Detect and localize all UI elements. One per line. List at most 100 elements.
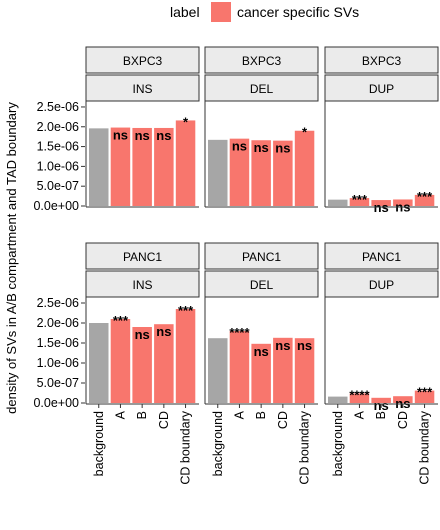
bar xyxy=(110,319,131,403)
bar xyxy=(393,199,413,206)
significance-label: ns xyxy=(297,338,312,353)
bar xyxy=(273,140,293,206)
facet-strip-sv-type xyxy=(324,74,439,102)
facet-strip-sv-type xyxy=(204,270,319,298)
x-tick-label: background xyxy=(92,411,106,476)
y-tick-label: 1.5e-06 xyxy=(37,336,79,350)
bar xyxy=(371,200,391,206)
facet-strip-cell-line-label: BXPC3 xyxy=(362,54,402,68)
facet-strip-sv-type-label: INS xyxy=(132,278,152,292)
y-tick-label: 5.0e-07 xyxy=(37,179,79,193)
x-tick-label: CD boundary xyxy=(418,410,432,484)
facet-strip-sv-type-label: DUP xyxy=(369,278,394,292)
bar xyxy=(251,140,271,206)
facet-strip-cell-line-label: BXPC3 xyxy=(242,54,282,68)
significance-label: **** xyxy=(349,387,370,402)
x-tick-label: A xyxy=(113,410,127,419)
significance-label: ns xyxy=(113,128,128,143)
bar xyxy=(229,138,250,206)
facet-strip-cell-line xyxy=(85,46,200,74)
facet-strip-sv-type-label: DEL xyxy=(250,82,274,96)
bar xyxy=(154,127,174,206)
x-tick-label: B xyxy=(254,411,268,419)
significance-label: ns xyxy=(254,344,269,359)
facet-strip-cell-line xyxy=(204,46,319,74)
x-tick-label: A xyxy=(352,410,366,419)
facet-panels: 2.5e-06 2.0e-06 1.5e-06 1.0e-06 5.0e-07 0.0e+… xyxy=(33,46,439,485)
facet-strip-cell-line-label: PANC1 xyxy=(362,250,401,264)
significance-label: *** xyxy=(352,192,368,207)
legend: label cancer specific SVs xyxy=(170,2,359,22)
significance-label: * xyxy=(302,125,308,140)
x-tick-label: background xyxy=(331,411,345,476)
significance-label: ns xyxy=(374,200,389,215)
significance-label: *** xyxy=(178,303,194,318)
significance-label: *** xyxy=(113,313,129,328)
significance-label: *** xyxy=(417,189,433,204)
facet-strip-cell-line xyxy=(204,242,319,270)
facet-strip-sv-type xyxy=(204,74,319,102)
y-tick-label: 0.0e+00 xyxy=(33,199,79,213)
x-tick-label: CD xyxy=(276,411,290,429)
bar xyxy=(294,130,315,206)
bar xyxy=(393,396,413,403)
bar xyxy=(251,343,271,403)
significance-label: ns xyxy=(135,327,150,342)
x-tick-label: background xyxy=(211,411,225,476)
x-tick-label: CD xyxy=(396,411,410,429)
significance-label: ns xyxy=(232,139,247,154)
facet-strip-sv-type xyxy=(85,270,200,298)
y-tick-label: 2.5e-06 xyxy=(37,296,79,310)
facet-strip-sv-type xyxy=(324,270,439,298)
y-tick-label: 0.0e+00 xyxy=(33,396,79,410)
y-tick-label: 1.0e-06 xyxy=(37,159,79,173)
bar xyxy=(414,194,435,206)
x-tick-label: A xyxy=(232,410,246,419)
facet-strip-cell-line-label: PANC1 xyxy=(123,250,162,264)
bar xyxy=(294,338,315,403)
facet-strip-sv-type xyxy=(85,74,200,102)
facet-strip-cell-line xyxy=(324,46,439,74)
significance-label: **** xyxy=(229,325,250,340)
significance-label: *** xyxy=(417,385,433,400)
facet-strip-cell-line-label: PANC1 xyxy=(242,250,281,264)
bar xyxy=(175,120,196,206)
bar xyxy=(110,127,131,206)
facet-strip-sv-type-label: INS xyxy=(132,82,152,96)
bar xyxy=(229,331,250,403)
significance-label: * xyxy=(183,114,189,129)
bar xyxy=(349,393,370,403)
bar xyxy=(349,198,370,206)
facet-strip-sv-type-label: DEL xyxy=(250,278,274,292)
bar xyxy=(89,128,109,206)
bar xyxy=(328,199,348,206)
significance-label: ns xyxy=(275,338,290,353)
legend-swatch-cancer xyxy=(211,2,231,22)
facet-strip-cell-line xyxy=(85,242,200,270)
bar xyxy=(273,337,293,403)
x-tick-label: B xyxy=(135,411,149,419)
bar xyxy=(175,309,196,403)
facet-strip-sv-type-label: DUP xyxy=(369,82,394,96)
bar xyxy=(208,338,228,403)
significance-label: ns xyxy=(135,128,150,143)
bar xyxy=(371,397,391,403)
x-tick-label: CD xyxy=(157,411,171,429)
bar xyxy=(132,327,152,403)
significance-label: ns xyxy=(156,324,171,339)
y-tick-label: 1.0e-06 xyxy=(37,356,79,370)
y-tick-label: 2.0e-06 xyxy=(37,120,79,134)
y-tick-label: 2.0e-06 xyxy=(37,316,79,330)
bar xyxy=(414,390,435,403)
bar xyxy=(89,323,109,403)
legend-label-cancer: cancer specific SVs xyxy=(237,4,359,20)
facet-strip-cell-line-label: BXPC3 xyxy=(123,54,163,68)
y-tick-label: 1.5e-06 xyxy=(37,140,79,154)
x-tick-label: CD boundary xyxy=(179,410,193,484)
x-tick-label: B xyxy=(374,411,388,419)
bar xyxy=(328,396,348,403)
y-tick-label: 5.0e-07 xyxy=(37,376,79,390)
bar xyxy=(154,324,174,403)
y-axis-title: density of SVs in A/B compartment and TA… xyxy=(4,102,19,414)
